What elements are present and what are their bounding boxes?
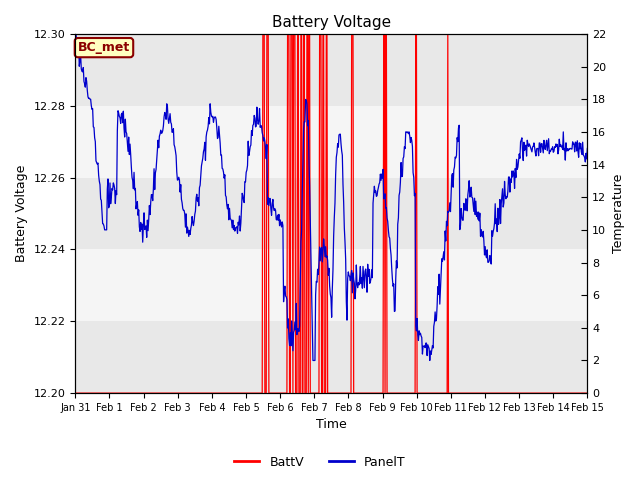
Y-axis label: Battery Voltage: Battery Voltage (15, 165, 28, 262)
Y-axis label: Temperature: Temperature (612, 174, 625, 253)
Legend: BattV, PanelT: BattV, PanelT (229, 451, 411, 474)
Text: BC_met: BC_met (78, 41, 130, 54)
Title: Battery Voltage: Battery Voltage (272, 15, 391, 30)
X-axis label: Time: Time (316, 419, 347, 432)
Bar (76, 106, 588, 178)
Bar (76, 250, 588, 321)
